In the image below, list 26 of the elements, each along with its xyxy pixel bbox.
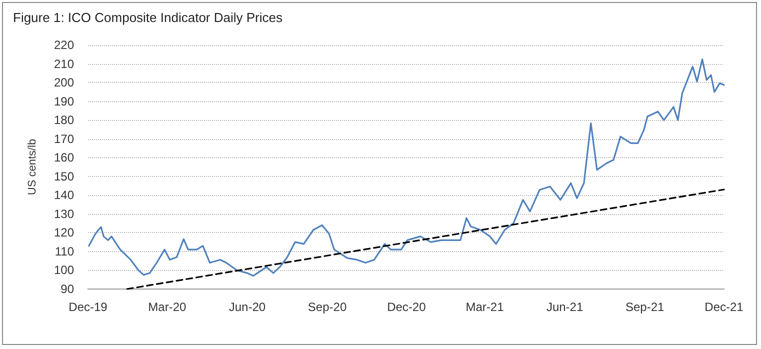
y-tick-label: 180: [54, 113, 74, 128]
y-tick-label: 120: [54, 226, 74, 240]
y-tick-label: 200: [54, 76, 74, 90]
x-tick-label: Dec-19: [68, 300, 108, 314]
y-tick-label: 190: [54, 94, 74, 108]
x-tick-label: Mar-20: [148, 300, 186, 314]
y-axis-title: US cents/lb: [26, 138, 38, 196]
x-tick-label: Mar-21: [466, 300, 504, 314]
x-tick-label: Jun-20: [228, 300, 266, 314]
y-tick-label: 140: [54, 188, 74, 202]
y-tick-label: 100: [54, 263, 74, 278]
y-tick-label: 110: [54, 244, 74, 258]
y-tick-label: 130: [54, 206, 74, 221]
y-tick-label: 210: [54, 56, 74, 71]
x-tick-label: Sep-21: [625, 300, 664, 314]
y-tick-label: 90: [60, 282, 74, 296]
y-tick-label: 150: [54, 169, 74, 184]
y-tick-label: 220: [54, 38, 74, 52]
x-tick-label: Jun-21: [546, 300, 584, 314]
x-tick-label: Sep-20: [308, 300, 347, 314]
x-tick-label: Dec-21: [704, 300, 744, 314]
y-tick-label: 170: [54, 132, 74, 146]
x-tick-label: Dec-20: [387, 300, 426, 314]
y-tick-label: 160: [54, 150, 74, 165]
chart-title: Figure 1: ICO Composite Indicator Daily Prices: [13, 10, 283, 25]
line-series: [88, 58, 725, 277]
